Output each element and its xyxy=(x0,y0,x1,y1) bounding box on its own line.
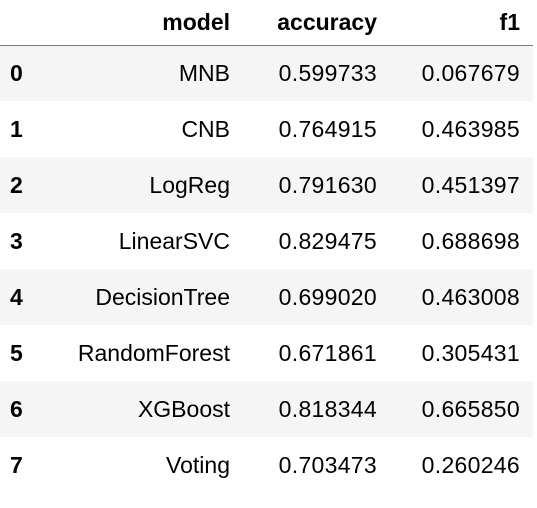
f1-cell: 0.688698 xyxy=(421,227,520,254)
table-row: 3 LinearSVC 0.829475 0.688698 xyxy=(0,213,533,269)
table-row: 1 CNB 0.764915 0.463985 xyxy=(0,101,533,157)
row-index: 0 xyxy=(10,59,23,86)
accuracy-cell: 0.791630 xyxy=(278,171,377,198)
accuracy-cell: 0.818344 xyxy=(278,395,377,422)
column-header-f1: f1 xyxy=(387,0,533,46)
model-cell: LogReg xyxy=(149,171,230,198)
column-header-model: model xyxy=(40,0,240,46)
table-row: 5 RandomForest 0.671861 0.305431 xyxy=(0,325,533,381)
f1-cell: 0.305431 xyxy=(421,339,520,366)
row-index: 7 xyxy=(10,451,23,478)
table-row: 7 Voting 0.703473 0.260246 xyxy=(0,437,533,493)
accuracy-cell: 0.699020 xyxy=(278,283,377,310)
model-cell: CNB xyxy=(181,115,230,142)
model-cell: Voting xyxy=(166,451,230,478)
model-cell: XGBoost xyxy=(137,395,230,422)
model-cell: DecisionTree xyxy=(95,283,230,310)
index-header xyxy=(0,0,40,46)
row-index: 1 xyxy=(10,115,23,142)
row-index: 4 xyxy=(10,283,23,310)
model-cell: LinearSVC xyxy=(118,227,230,254)
model-cell: MNB xyxy=(178,59,230,86)
f1-cell: 0.067679 xyxy=(421,59,520,86)
header-row: model accuracy f1 xyxy=(0,0,533,46)
accuracy-cell: 0.599733 xyxy=(278,59,377,86)
table-row: 4 DecisionTree 0.699020 0.463008 xyxy=(0,269,533,325)
f1-cell: 0.463008 xyxy=(421,283,520,310)
table-body: 0 MNB 0.599733 0.067679 1 CNB 0.764915 0… xyxy=(0,45,533,493)
column-header-accuracy: accuracy xyxy=(240,0,387,46)
row-index: 5 xyxy=(10,339,23,366)
table-row: 2 LogReg 0.791630 0.451397 xyxy=(0,157,533,213)
f1-cell: 0.451397 xyxy=(421,171,520,198)
model-cell: RandomForest xyxy=(77,339,230,366)
f1-cell: 0.665850 xyxy=(421,395,520,422)
f1-cell: 0.463985 xyxy=(421,115,520,142)
row-index: 3 xyxy=(10,227,23,254)
dataframe-table: model accuracy f1 0 MNB 0.599733 0.06767… xyxy=(0,0,533,493)
accuracy-cell: 0.764915 xyxy=(278,115,377,142)
table-row: 6 XGBoost 0.818344 0.665850 xyxy=(0,381,533,437)
f1-cell: 0.260246 xyxy=(421,451,520,478)
table-header: model accuracy f1 xyxy=(0,0,533,46)
row-index: 2 xyxy=(10,171,23,198)
row-index: 6 xyxy=(10,395,23,422)
accuracy-cell: 0.829475 xyxy=(278,227,377,254)
table-row: 0 MNB 0.599733 0.067679 xyxy=(0,45,533,101)
accuracy-cell: 0.703473 xyxy=(278,451,377,478)
accuracy-cell: 0.671861 xyxy=(278,339,377,366)
